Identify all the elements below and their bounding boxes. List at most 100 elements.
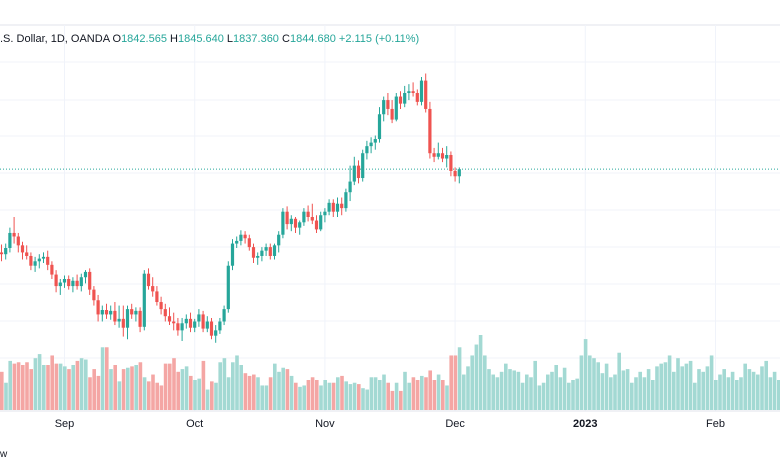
volume-bar [273, 363, 277, 410]
volume-bar [394, 382, 399, 410]
volume-bar [730, 371, 735, 410]
volume-bar [0, 371, 4, 410]
candle-body [142, 273, 146, 327]
volume-bar [709, 355, 714, 410]
volume-bar [705, 366, 710, 410]
volume-bar [541, 382, 546, 410]
x-tick-label: Feb [706, 418, 725, 430]
volume-bar [294, 382, 298, 410]
candle-body [377, 114, 382, 140]
candle-body [319, 215, 323, 230]
volume-bar [504, 363, 508, 410]
volume-bar [642, 377, 647, 410]
credit-text[interactable]: w [0, 449, 8, 460]
volume-bar [277, 371, 281, 410]
volume-bar [403, 371, 407, 410]
candle-body [205, 321, 209, 329]
volume-bar [289, 375, 294, 410]
volume-bar [218, 362, 222, 410]
candle-body [436, 153, 440, 157]
volume-bar [772, 371, 777, 410]
low-value: 1837.360 [233, 33, 279, 45]
candle-body [130, 309, 134, 315]
volume-bar [357, 384, 361, 410]
close-value: 1844.680 [289, 33, 336, 45]
candle-body [209, 321, 214, 336]
candle-body [67, 279, 71, 287]
candle-body [314, 220, 319, 230]
candle-body [226, 265, 230, 310]
volume-bar [525, 374, 529, 410]
volume-bar [256, 377, 260, 410]
volume-bar [436, 374, 441, 410]
volume-bar [142, 377, 147, 410]
volume-bar [382, 374, 386, 410]
volume-bar [189, 375, 193, 410]
volume-bar [537, 385, 542, 410]
candle-body [293, 218, 298, 228]
candle-body [449, 155, 453, 171]
volume-bar [672, 371, 676, 410]
volume-bar [79, 358, 84, 410]
candle-body [264, 247, 268, 251]
candle-body [176, 323, 180, 331]
volume-bar [348, 384, 353, 410]
volume-bar [646, 369, 651, 410]
volume-bar [71, 365, 75, 410]
candle-body [369, 142, 373, 147]
candle-body [184, 318, 188, 324]
candle-body [41, 256, 46, 259]
candle-body [155, 291, 159, 303]
open-value: 1842.565 [121, 33, 167, 45]
candle-body [256, 255, 260, 258]
volume-bar [302, 385, 306, 410]
volume-bar [487, 369, 491, 410]
candle-body [180, 323, 184, 331]
volume-bar [533, 360, 537, 410]
volume-bar [386, 382, 390, 410]
volume-bar [130, 366, 134, 410]
candle-body [272, 245, 277, 256]
candle-body [407, 91, 411, 93]
volume-bar [697, 369, 701, 410]
candle-body [134, 310, 138, 315]
volume-bar [138, 362, 143, 410]
candle-body [352, 165, 356, 182]
low-key: L [226, 33, 234, 45]
candle-body [398, 96, 403, 104]
candle-body [222, 309, 226, 322]
candle-body [239, 234, 243, 241]
volume-bar [411, 377, 416, 410]
candle-body [415, 93, 419, 102]
volume-bar [306, 380, 311, 410]
candle-body [8, 232, 12, 248]
volume-bar [470, 355, 474, 410]
candle-body [306, 211, 310, 217]
volume-bar [453, 355, 458, 410]
candle-body [121, 318, 125, 328]
x-tick-label: Sep [55, 418, 75, 430]
candle-body [214, 330, 218, 336]
volume-bar [445, 385, 449, 410]
high-key: H [170, 33, 178, 45]
candle-body [277, 234, 281, 246]
volume-bar [12, 363, 17, 410]
volume-bar [756, 374, 760, 410]
volume-bar [352, 382, 357, 410]
candle-body [348, 181, 352, 193]
candle-body [331, 202, 335, 212]
symbol-label[interactable]: .S. Dollar, 1D, OANDA [0, 33, 110, 45]
volume-bar [751, 371, 756, 410]
candle-body [201, 314, 205, 329]
volume-bar [722, 369, 726, 410]
volume-bar [701, 371, 705, 410]
volume-bar [205, 389, 210, 410]
volume-bar [651, 380, 655, 410]
volume-bar [415, 380, 420, 410]
candle-body [453, 170, 457, 177]
candle-body [172, 321, 176, 324]
candle-body [428, 108, 432, 154]
volume-bar [16, 362, 21, 410]
candle-body [12, 232, 16, 237]
